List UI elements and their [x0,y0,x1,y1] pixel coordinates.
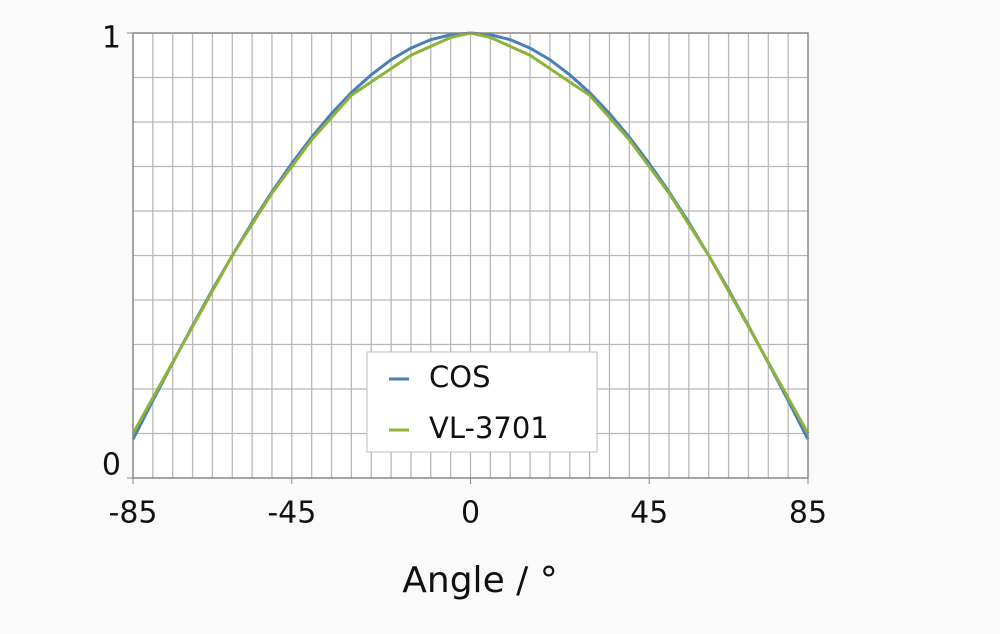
y-tick-label: 1 [102,21,121,56]
x-tick-label: -85 [109,496,158,531]
legend-box [366,351,598,453]
x-tick-label: 85 [789,496,827,531]
legend-label: COS [429,360,490,394]
x-axis-label: Angle / ° [402,560,557,601]
legend-label: VL-3701 [429,411,549,445]
x-tick-label: 0 [461,496,480,531]
legend: COS VL-3701 [366,351,598,453]
y-tick-label: 0 [102,448,121,483]
x-tick-label: 45 [630,496,668,531]
x-tick-label: -45 [267,496,316,531]
